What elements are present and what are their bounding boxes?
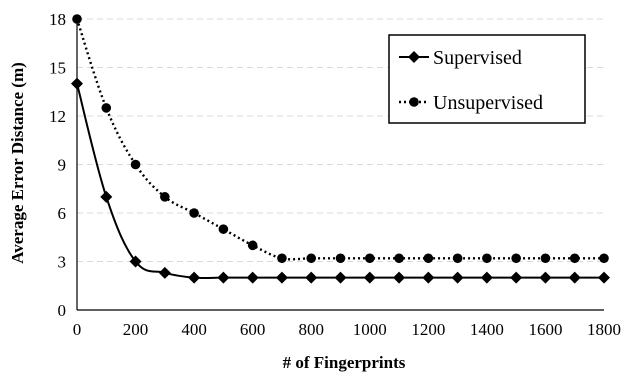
x-tick-label: 1400 xyxy=(470,320,504,339)
data-point-supervised xyxy=(393,271,406,284)
data-point-supervised xyxy=(71,77,83,90)
data-point-unsupervised xyxy=(482,253,492,264)
data-point-unsupervised xyxy=(599,253,609,264)
data-point-supervised xyxy=(275,271,288,284)
y-tick-label: 18 xyxy=(49,10,66,29)
y-tick-label: 6 xyxy=(58,204,67,223)
data-point-supervised xyxy=(188,271,201,284)
data-point-unsupervised xyxy=(277,253,287,264)
y-tick-label: 15 xyxy=(49,59,66,78)
series xyxy=(71,14,610,284)
data-point-unsupervised xyxy=(130,159,141,170)
data-point-unsupervised xyxy=(423,253,434,264)
x-tick-label: 0 xyxy=(73,320,82,339)
legend-label: Unsupervised xyxy=(433,92,543,114)
data-point-supervised xyxy=(158,266,171,279)
data-point-supervised xyxy=(568,271,581,284)
data-point-unsupervised xyxy=(306,253,317,264)
data-point-supervised xyxy=(363,271,376,284)
y-tick-label: 3 xyxy=(58,253,67,272)
data-point-unsupervised xyxy=(364,253,375,264)
x-tick-label: 600 xyxy=(240,320,266,339)
legend-entry-unsupervised: Unsupervised xyxy=(399,92,543,114)
data-point-unsupervised xyxy=(189,208,199,218)
axes xyxy=(76,19,604,311)
data-point-supervised xyxy=(129,255,142,268)
x-tick-label: 1600 xyxy=(528,320,562,339)
y-axis-title: Average Error Distance (m) xyxy=(8,62,27,264)
series-supervised xyxy=(71,77,610,284)
data-point-supervised xyxy=(510,271,523,284)
data-point-supervised xyxy=(305,271,318,284)
x-tick-label: 1800 xyxy=(587,320,621,339)
x-tick-labels: 0 200 400 600 800 1000 1200 1400 1600 1800 xyxy=(73,320,621,339)
data-point-unsupervised xyxy=(101,103,112,113)
data-point-unsupervised xyxy=(247,240,258,251)
x-tick-label: 1200 xyxy=(411,320,445,339)
x-tick-label: 1000 xyxy=(353,320,387,339)
data-point-supervised xyxy=(334,271,347,284)
data-point-supervised xyxy=(100,190,113,203)
x-tick-label: 800 xyxy=(298,320,324,339)
y-tick-label: 9 xyxy=(58,156,67,175)
x-tick-label: 400 xyxy=(181,320,207,339)
legend-marker xyxy=(408,51,420,63)
data-point-unsupervised xyxy=(218,224,229,234)
data-point-supervised xyxy=(598,271,610,284)
y-tick-label: 0 xyxy=(58,301,67,320)
data-point-unsupervised xyxy=(335,253,346,264)
data-point-unsupervised xyxy=(511,253,521,264)
y-tick-labels: 0 3 6 9 12 15 18 xyxy=(49,10,66,320)
data-point-unsupervised xyxy=(72,14,82,24)
data-point-supervised xyxy=(451,271,464,284)
x-axis-title: # of Fingerprints xyxy=(283,353,406,372)
data-point-supervised xyxy=(422,271,435,284)
y-tick-label: 12 xyxy=(49,107,66,126)
data-point-unsupervised xyxy=(452,253,463,264)
legend: Supervised Unsupervised xyxy=(388,34,586,124)
data-point-supervised xyxy=(480,271,493,284)
x-tick-label: 200 xyxy=(123,320,149,339)
legend-entry-supervised: Supervised xyxy=(399,47,522,69)
legend-marker xyxy=(409,97,419,107)
data-point-supervised xyxy=(217,271,230,284)
data-point-unsupervised xyxy=(569,253,580,264)
series-unsupervised xyxy=(72,14,609,264)
data-point-unsupervised xyxy=(160,192,170,202)
data-point-supervised xyxy=(539,271,552,284)
legend-box xyxy=(388,34,586,124)
data-point-supervised xyxy=(246,271,259,284)
data-point-unsupervised xyxy=(394,253,404,264)
data-point-unsupervised xyxy=(540,253,551,264)
legend-label: Supervised xyxy=(433,47,522,69)
